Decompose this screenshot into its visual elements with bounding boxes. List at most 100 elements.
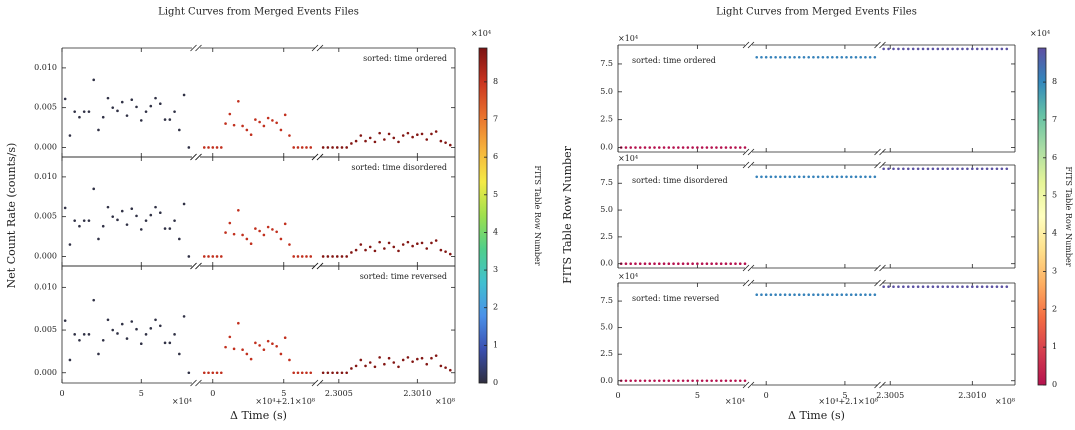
data-point bbox=[106, 318, 110, 322]
data-point bbox=[931, 47, 935, 51]
data-point bbox=[68, 134, 72, 137]
data-point bbox=[859, 55, 862, 59]
data-point bbox=[845, 293, 848, 296]
data-point bbox=[130, 320, 134, 323]
data-point bbox=[271, 119, 274, 122]
data-point bbox=[686, 146, 690, 149]
data-point bbox=[638, 262, 642, 266]
data-point bbox=[1000, 47, 1004, 51]
data-point bbox=[719, 262, 723, 266]
data-point bbox=[897, 47, 900, 51]
data-point bbox=[995, 285, 999, 289]
data-point bbox=[448, 368, 452, 372]
data-point bbox=[764, 293, 768, 296]
data-point bbox=[228, 335, 232, 339]
data-point bbox=[774, 55, 777, 59]
data-point bbox=[710, 379, 713, 383]
data-point bbox=[916, 167, 920, 171]
data-point bbox=[648, 146, 652, 149]
data-point bbox=[279, 352, 283, 356]
data-point bbox=[629, 262, 632, 266]
data-point bbox=[350, 367, 353, 370]
data-point bbox=[444, 250, 447, 253]
axis-break bbox=[195, 262, 202, 270]
x-offset-label: ×10⁴ bbox=[172, 397, 192, 406]
colorbar-label: FITS Table Row Number bbox=[533, 165, 542, 265]
data-point bbox=[629, 146, 632, 149]
y-tick-label: 0.005 bbox=[34, 325, 57, 334]
data-point bbox=[826, 293, 829, 296]
data-point bbox=[411, 135, 414, 139]
data-point bbox=[82, 110, 86, 113]
x-offset-label: ×10⁸ bbox=[435, 397, 455, 406]
data-point bbox=[154, 96, 157, 100]
data-point bbox=[262, 348, 266, 351]
data-point bbox=[946, 285, 949, 289]
data-point bbox=[309, 146, 313, 149]
y-axis-label: Net Count Rate (counts/s) bbox=[5, 143, 18, 289]
data-point bbox=[849, 175, 853, 179]
data-point bbox=[700, 146, 704, 149]
data-point bbox=[783, 293, 787, 296]
data-point bbox=[802, 293, 806, 296]
data-point bbox=[691, 146, 694, 149]
data-point bbox=[63, 206, 67, 210]
data-point bbox=[331, 255, 334, 258]
data-point bbox=[354, 364, 358, 368]
data-point bbox=[1000, 167, 1004, 171]
data-point bbox=[120, 209, 124, 213]
data-point bbox=[779, 293, 782, 296]
data-point bbox=[816, 55, 820, 59]
data-point bbox=[975, 285, 979, 289]
data-point bbox=[434, 239, 438, 242]
data-point bbox=[812, 175, 815, 179]
data-point bbox=[941, 285, 945, 289]
data-point bbox=[835, 55, 839, 59]
data-point bbox=[158, 324, 162, 328]
data-point bbox=[854, 175, 858, 179]
x-tick-label: 5 bbox=[281, 389, 286, 398]
data-point bbox=[657, 262, 661, 266]
data-point bbox=[245, 352, 249, 356]
data-point bbox=[241, 233, 244, 237]
data-point bbox=[797, 175, 801, 179]
y-tick-label: 7.5 bbox=[600, 178, 613, 187]
data-point bbox=[416, 357, 419, 361]
data-point bbox=[354, 139, 358, 143]
data-point bbox=[383, 138, 386, 141]
y-axis-label: FITS Table Row Number bbox=[561, 145, 574, 283]
data-point bbox=[387, 356, 391, 360]
data-point bbox=[163, 118, 167, 121]
data-point bbox=[359, 134, 363, 137]
y-tick-label: 7.5 bbox=[600, 296, 613, 305]
data-point bbox=[262, 124, 266, 128]
data-point bbox=[215, 371, 219, 375]
data-point bbox=[812, 293, 815, 296]
data-point bbox=[359, 243, 363, 246]
data-point bbox=[807, 175, 810, 179]
data-point bbox=[686, 262, 690, 266]
data-point bbox=[279, 128, 283, 132]
data-point bbox=[182, 315, 186, 318]
data-point bbox=[116, 332, 119, 335]
data-point bbox=[734, 262, 737, 266]
data-point bbox=[173, 219, 176, 222]
y-tick-label: 2.5 bbox=[600, 115, 613, 124]
data-point bbox=[975, 47, 979, 51]
data-point bbox=[182, 93, 186, 97]
data-point bbox=[241, 348, 244, 351]
data-point bbox=[125, 223, 129, 226]
data-point bbox=[873, 55, 877, 59]
data-point bbox=[87, 333, 91, 336]
data-point bbox=[331, 371, 334, 375]
data-point bbox=[966, 285, 969, 289]
data-point bbox=[373, 249, 377, 253]
data-point bbox=[425, 247, 429, 250]
data-point bbox=[985, 285, 989, 289]
data-point bbox=[807, 293, 810, 296]
data-point bbox=[835, 293, 839, 296]
data-point bbox=[961, 285, 964, 289]
data-point bbox=[296, 255, 300, 258]
data-point bbox=[926, 285, 930, 289]
